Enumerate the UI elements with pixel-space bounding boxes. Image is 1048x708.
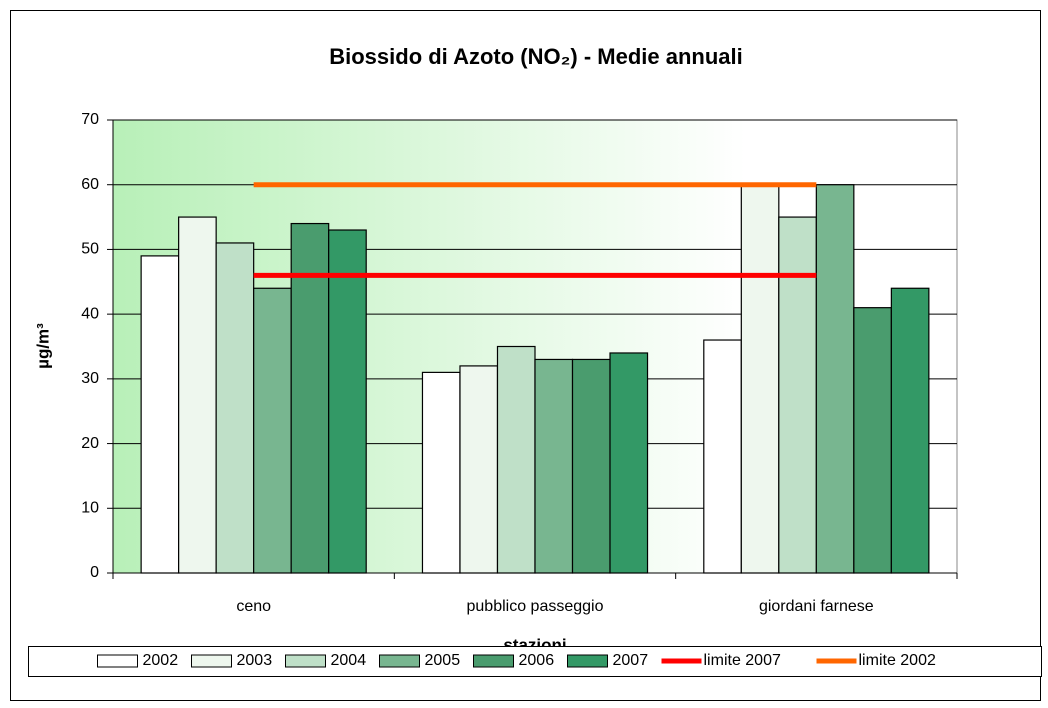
bar	[703, 339, 742, 574]
y-tick-label: 70	[81, 111, 99, 128]
x-tick-label: pubblico passeggio	[467, 598, 604, 615]
y-tick-label: 30	[81, 370, 99, 387]
legend-label: 2004	[331, 652, 367, 669]
bar	[496, 345, 536, 574]
legend-label: 2002	[143, 652, 179, 669]
y-tick-label: 20	[81, 435, 99, 452]
y-tick-label: 10	[81, 500, 99, 517]
bar	[534, 358, 574, 574]
legend-box	[28, 646, 1042, 677]
y-tick-label: 40	[81, 305, 99, 322]
bar	[571, 358, 611, 574]
x-tick-label: ceno	[236, 598, 271, 615]
bar	[253, 287, 292, 574]
bar	[890, 287, 930, 574]
y-tick-label: 0	[90, 564, 99, 581]
bar	[215, 242, 255, 574]
bar	[778, 216, 817, 574]
bar	[140, 255, 180, 574]
y-axis-title: µg/m³	[33, 323, 52, 369]
y-tick-label: 60	[81, 176, 99, 193]
legend-label: 2006	[519, 652, 555, 669]
bar	[178, 216, 217, 574]
y-tick-label: 50	[81, 241, 99, 258]
bar	[459, 365, 499, 574]
legend-label: limite 2007	[704, 652, 781, 669]
legend-label: 2003	[237, 652, 273, 669]
legend-swatch	[473, 654, 514, 668]
legend-swatch	[191, 654, 232, 668]
legend-swatch	[285, 654, 326, 668]
legend-label: 2005	[425, 652, 461, 669]
legend-swatch	[567, 654, 608, 668]
bar	[740, 184, 780, 574]
bar	[853, 307, 892, 574]
bar	[421, 371, 461, 574]
legend-label: 2007	[613, 652, 649, 669]
bar	[328, 229, 367, 574]
chart-title: Biossido di Azoto (NO₂) - Medie annuali	[329, 44, 743, 69]
bar	[815, 184, 855, 574]
legend-swatch	[97, 654, 138, 668]
bar	[609, 352, 649, 574]
x-tick-label: giordani farnese	[759, 598, 874, 615]
legend-label: limite 2002	[859, 652, 936, 669]
bar	[290, 222, 330, 574]
legend-swatch	[379, 654, 420, 668]
chart-frame	[10, 10, 1041, 701]
